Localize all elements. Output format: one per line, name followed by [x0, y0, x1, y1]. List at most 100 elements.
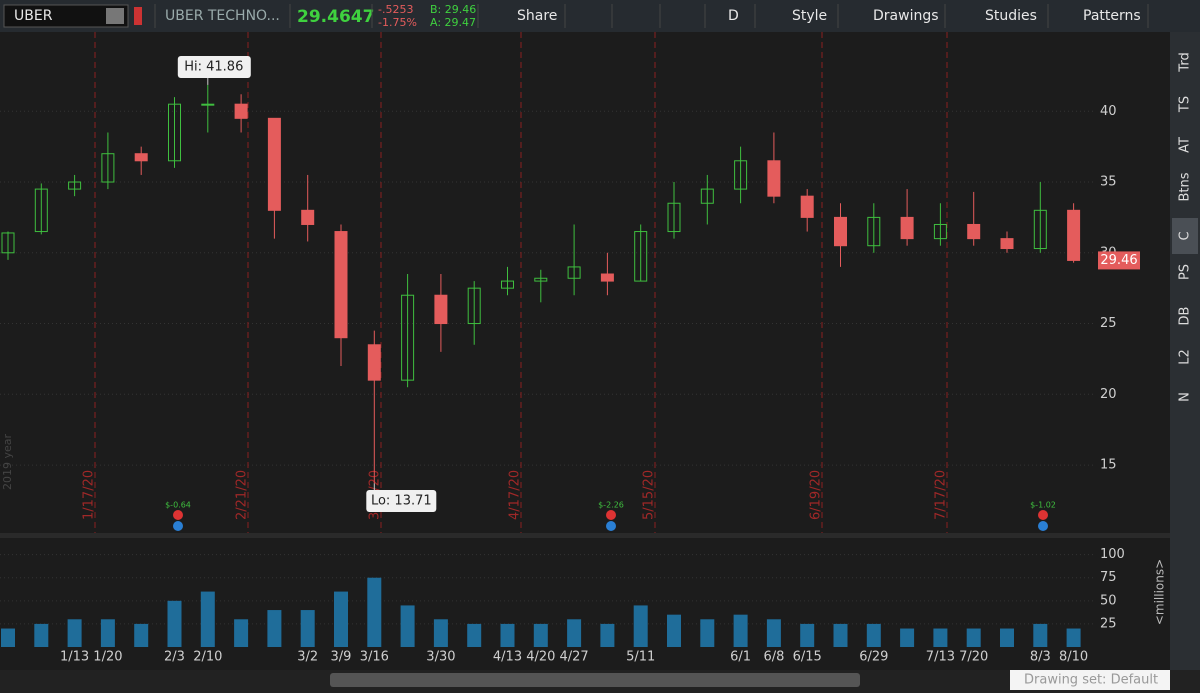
candle-body	[933, 223, 947, 240]
candle-body	[700, 188, 714, 204]
candle-body	[800, 195, 814, 218]
volume-bar	[567, 619, 582, 647]
side-tab[interactable]: L2	[1178, 349, 1193, 365]
toolbar-button[interactable]: Patterns	[1083, 8, 1141, 24]
volume-bar	[334, 591, 348, 647]
hi-box	[177, 56, 251, 78]
side-tab[interactable]: AT	[1178, 137, 1193, 153]
earnings-icon[interactable]	[1038, 510, 1048, 520]
x-tick-label: 7/20	[959, 650, 988, 665]
x-tick-label: 6/8	[763, 650, 784, 665]
volume-bar	[733, 614, 748, 647]
lo-box	[366, 490, 437, 512]
x-tick-label: 4/20	[526, 650, 555, 665]
side-tab[interactable]: PS	[1178, 264, 1193, 280]
volume-bar	[633, 605, 648, 647]
toolbar-button[interactable]: D	[728, 8, 739, 24]
volume-axis-label: <millions>	[1153, 559, 1167, 625]
toolbar-button[interactable]: Share	[517, 8, 557, 24]
volume-bar	[933, 628, 948, 647]
volume-bar	[866, 623, 881, 647]
symbol-dropdown[interactable]	[106, 8, 124, 24]
candle-body	[567, 266, 581, 279]
candle-body	[168, 103, 181, 162]
candle-body	[967, 223, 981, 240]
expiration-label: 7/17/20	[934, 470, 949, 520]
volume-tick-label: 75	[1100, 570, 1117, 585]
side-tab[interactable]: TS	[1178, 96, 1193, 113]
side-tab[interactable]: C	[1178, 231, 1193, 240]
watermark: 2019 year	[1, 433, 14, 490]
x-tick-label: 6/1	[730, 650, 751, 665]
earnings-icon[interactable]	[173, 510, 183, 520]
x-tick-label: 8/10	[1059, 650, 1088, 665]
dividend-icon[interactable]	[606, 521, 616, 531]
candle-body	[134, 153, 148, 162]
candle-body	[301, 209, 315, 225]
x-tick-label: 6/29	[859, 650, 888, 665]
drawing-set-box[interactable]	[1010, 670, 1170, 690]
symbol-box[interactable]	[3, 4, 129, 28]
volume-bar	[1000, 628, 1014, 647]
expiration-label: 2/21/20	[235, 470, 250, 520]
volume-bar	[134, 623, 149, 647]
scroll-thumb[interactable]	[330, 673, 860, 687]
change-pct: -1.75%	[378, 16, 417, 29]
volume-bar	[800, 623, 815, 647]
candle-body	[767, 160, 781, 197]
x-tick-label: 2/3	[164, 650, 185, 665]
change: -.5253	[378, 3, 413, 16]
toolbar-button[interactable]: Studies	[985, 8, 1037, 24]
company: UBER TECHNO...	[165, 8, 280, 24]
candle-body	[234, 103, 248, 119]
x-tick-label: 7/13	[926, 650, 955, 665]
volume-bar	[367, 577, 382, 647]
volume-bar	[67, 619, 82, 647]
candle-body	[401, 294, 415, 381]
candle-body	[1033, 209, 1047, 250]
link-icon[interactable]	[134, 7, 142, 25]
candle-body	[600, 273, 614, 282]
dividend-icon[interactable]	[1038, 521, 1048, 531]
x-tick-label: 3/2	[297, 650, 318, 665]
y-tick-label: 25	[1100, 316, 1117, 331]
y-tick-label: 20	[1100, 387, 1117, 402]
side-tab[interactable]: Trd	[1178, 52, 1193, 72]
candle-body	[68, 181, 82, 190]
side-tab[interactable]: DB	[1178, 307, 1193, 326]
x-tick-label: 2/10	[193, 650, 222, 665]
candle-body	[900, 216, 914, 240]
candle-body	[267, 117, 281, 211]
last-price-label: 29.46	[1100, 253, 1137, 268]
last-price: 29.4647	[297, 7, 374, 27]
symbol: UBER	[14, 8, 53, 24]
side-tab[interactable]: N	[1178, 392, 1193, 402]
expiration-label: 5/15/20	[642, 470, 657, 520]
volume-bar	[234, 619, 249, 647]
x-tick-label: 3/9	[331, 650, 352, 665]
toolbar-button[interactable]: Style	[792, 8, 827, 24]
expiration-label: 6/19/20	[809, 470, 824, 520]
candle-body	[534, 277, 548, 282]
earnings-icon[interactable]	[606, 510, 616, 520]
y-tick-label: 35	[1100, 175, 1117, 190]
volume-bar	[500, 623, 515, 647]
volume-bar	[533, 623, 548, 647]
candle-body	[34, 188, 48, 233]
x-tick-label: 5/11	[626, 650, 655, 665]
candle-body	[734, 160, 748, 190]
side-bar	[1170, 32, 1200, 670]
active-tab	[1172, 218, 1198, 254]
candle-body	[501, 280, 514, 289]
toolbar-button[interactable]: Drawings	[873, 8, 939, 24]
volume-bar	[667, 614, 681, 647]
x-tick-label: 3/16	[360, 650, 389, 665]
dividend-icon[interactable]	[173, 521, 183, 531]
x-tick-label: 4/27	[559, 650, 588, 665]
candle-body	[1000, 238, 1014, 250]
expiration-label: 1/17/20	[82, 470, 97, 520]
volume-tick-label: 25	[1100, 616, 1117, 631]
side-tab[interactable]: Btns	[1178, 172, 1193, 201]
y-tick-label: 15	[1100, 458, 1117, 473]
candle-body	[367, 344, 381, 381]
